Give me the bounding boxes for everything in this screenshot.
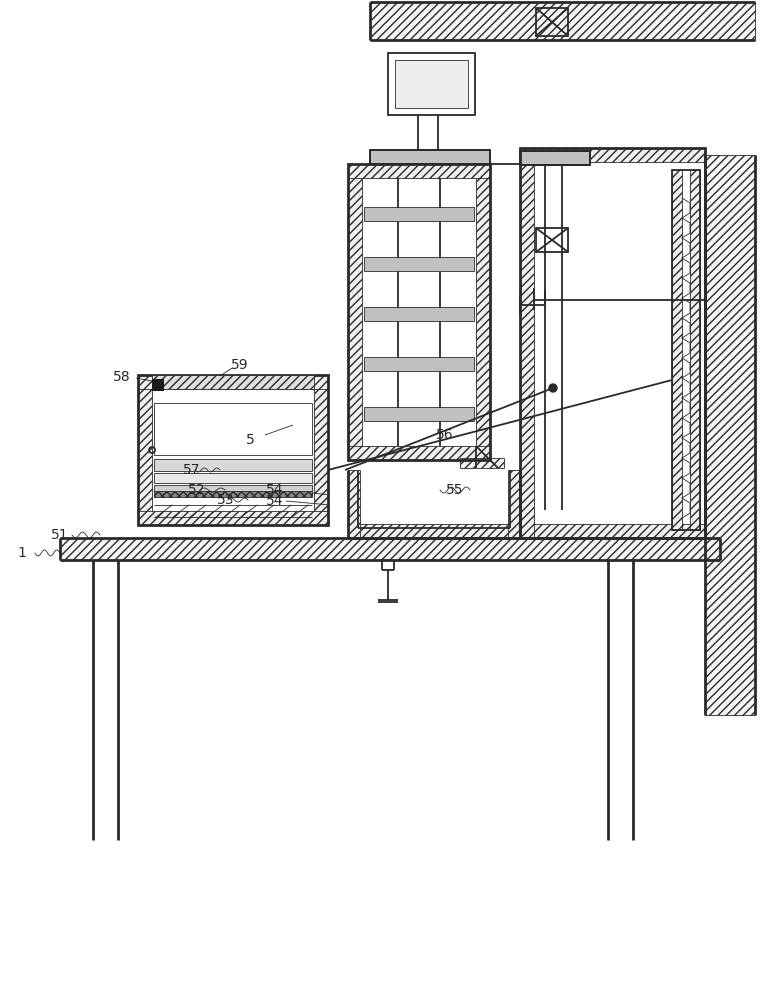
Bar xyxy=(460,458,504,468)
Bar xyxy=(348,164,490,460)
Bar xyxy=(154,473,312,483)
Bar xyxy=(138,511,328,525)
Text: 55: 55 xyxy=(446,483,463,497)
Bar xyxy=(536,228,568,252)
Bar xyxy=(520,148,705,538)
Bar xyxy=(395,60,468,108)
Bar xyxy=(154,459,312,471)
Bar xyxy=(364,357,474,371)
Bar xyxy=(138,375,328,525)
Text: 53: 53 xyxy=(217,493,235,507)
Bar xyxy=(364,307,474,321)
Text: 58: 58 xyxy=(113,370,131,384)
Bar xyxy=(152,379,164,391)
Text: 1: 1 xyxy=(18,546,26,560)
Bar xyxy=(60,538,720,560)
Bar xyxy=(520,148,705,162)
Bar xyxy=(138,375,328,389)
Text: 56: 56 xyxy=(436,428,454,442)
Bar xyxy=(348,446,490,460)
Bar xyxy=(138,375,152,525)
Bar xyxy=(348,164,362,460)
Text: 54: 54 xyxy=(267,483,284,497)
Bar xyxy=(672,170,682,530)
Bar xyxy=(348,164,490,178)
Bar xyxy=(370,2,755,40)
Text: 54: 54 xyxy=(267,494,284,508)
Bar xyxy=(348,524,520,538)
Text: 5: 5 xyxy=(246,433,254,447)
Bar xyxy=(388,53,475,115)
Bar xyxy=(672,170,700,530)
Bar xyxy=(536,8,568,36)
Bar xyxy=(520,148,534,538)
Bar xyxy=(520,151,590,165)
Bar xyxy=(152,375,314,389)
Bar xyxy=(348,470,360,538)
Circle shape xyxy=(549,384,557,392)
Text: 51: 51 xyxy=(51,528,69,542)
Bar xyxy=(154,403,312,455)
Bar xyxy=(508,470,520,538)
Bar xyxy=(370,150,490,164)
Bar xyxy=(520,524,705,538)
Bar xyxy=(705,155,755,715)
Bar xyxy=(476,164,490,460)
Text: 57: 57 xyxy=(183,463,201,477)
Bar xyxy=(364,407,474,421)
Text: 59: 59 xyxy=(231,358,249,372)
Bar xyxy=(314,375,328,525)
Bar xyxy=(690,170,700,530)
Bar xyxy=(364,257,474,271)
Bar xyxy=(154,485,312,495)
Text: 52: 52 xyxy=(188,483,205,497)
Bar xyxy=(154,491,312,497)
Bar xyxy=(364,207,474,221)
